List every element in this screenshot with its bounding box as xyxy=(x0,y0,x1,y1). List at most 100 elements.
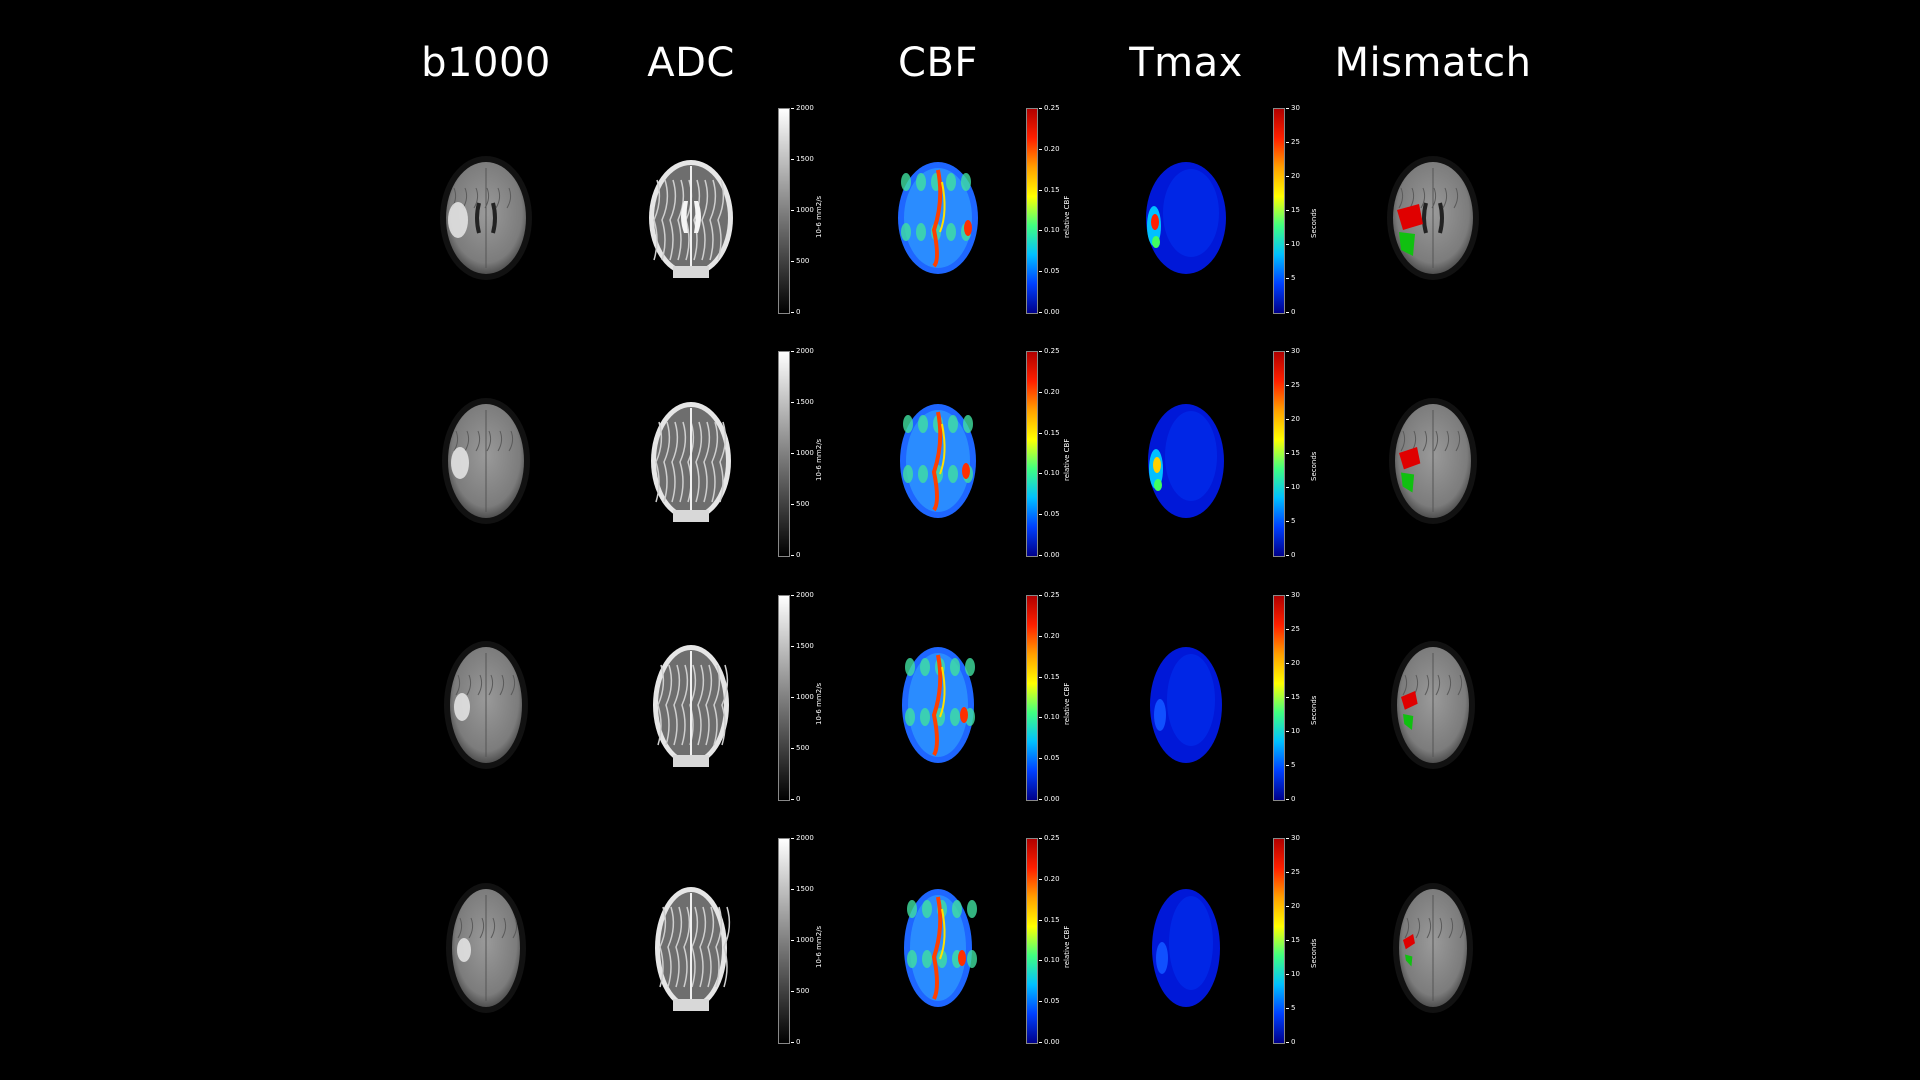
adc-colorbar-4 xyxy=(778,838,790,1044)
cbf-colorbar-tick: 0.20 xyxy=(1039,387,1060,396)
adc-colorbar-1 xyxy=(778,108,790,314)
cbf-colorbar-tick: 0.20 xyxy=(1039,631,1060,640)
cbf-colorbar-label: relative CBF xyxy=(1063,438,1071,481)
tmax-colorbar-tick: 25 xyxy=(1286,138,1300,146)
tmax-colorbar-tick: 25 xyxy=(1286,381,1300,389)
tmax-colorbar-2 xyxy=(1273,351,1285,557)
cbf-colorbar-tick: 0.00 xyxy=(1039,308,1060,316)
cbf-colorbar-tick: 0.10 xyxy=(1039,713,1060,722)
adc-colorbar-tick: 1500 xyxy=(791,642,814,650)
cbf-colorbar-tick: 0.00 xyxy=(1039,1038,1060,1046)
b1000-slice-2 xyxy=(431,376,541,550)
tmax-colorbar-tick: 5 xyxy=(1285,517,1296,525)
cbf-colorbar-tick: 0.05 xyxy=(1039,267,1060,276)
adc-colorbar-tick: 2000 xyxy=(791,104,814,112)
adc-colorbar-tick: 1000 xyxy=(791,206,814,214)
cbf-colorbar-tick: 0.15 xyxy=(1039,428,1060,437)
tmax-colorbar-4 xyxy=(1273,838,1285,1044)
adc-colorbar-tick: 1000 xyxy=(791,449,814,457)
cbf-colorbar-label: relative CBF xyxy=(1063,925,1071,968)
tmax-colorbar-tick: 10 xyxy=(1286,727,1300,735)
tmax-colorbar-tick: 10 xyxy=(1286,240,1300,248)
tmax-colorbar-tick: 25 xyxy=(1286,868,1300,876)
cbf-colorbar-tick: 0.20 xyxy=(1039,874,1060,883)
cbf-colorbar-tick: 0.05 xyxy=(1039,754,1060,763)
adc-colorbar-label: 10-6 mm2/s xyxy=(815,195,823,238)
adc-colorbar-tick: 1000 xyxy=(791,936,814,944)
cbf-colorbar-tick: 0.00 xyxy=(1039,551,1060,559)
column-title-tmax: Tmax xyxy=(1129,40,1243,86)
tmax-colorbar-tick: 0 xyxy=(1285,551,1296,559)
adc-colorbar-tick: 2000 xyxy=(791,347,814,355)
adc-slice-3 xyxy=(636,620,746,794)
tmax-colorbar-label: Seconds xyxy=(1310,451,1318,481)
tmax-colorbar-3 xyxy=(1273,595,1285,801)
mismatch-slice-1 xyxy=(1378,133,1488,307)
cbf-colorbar-tick: 0.20 xyxy=(1039,144,1060,153)
tmax-colorbar-tick: 15 xyxy=(1286,936,1300,944)
cbf-slice-2 xyxy=(883,376,993,550)
mismatch-slice-2 xyxy=(1378,376,1488,550)
tmax-colorbar-tick: 15 xyxy=(1286,449,1300,457)
mismatch-slice-4 xyxy=(1378,863,1488,1037)
cbf-colorbar-tick: 0.25 xyxy=(1039,834,1060,842)
tmax-colorbar-tick: 0 xyxy=(1285,1038,1296,1046)
tmax-colorbar-tick: 30 xyxy=(1286,834,1300,842)
column-title-adc: ADC xyxy=(647,40,735,86)
tmax-colorbar-tick: 25 xyxy=(1286,625,1300,633)
adc-colorbar-tick: 500 xyxy=(790,257,810,265)
tmax-colorbar-tick: 10 xyxy=(1286,970,1300,978)
column-title-b1000: b1000 xyxy=(421,40,551,86)
cbf-colorbar-tick: 0.10 xyxy=(1039,226,1060,235)
tmax-colorbar-tick: 30 xyxy=(1286,591,1300,599)
column-title-mismatch: Mismatch xyxy=(1334,40,1532,86)
tmax-colorbar-label: Seconds xyxy=(1310,695,1318,725)
adc-colorbar-tick: 2000 xyxy=(791,591,814,599)
cbf-colorbar-tick: 0.25 xyxy=(1039,104,1060,112)
cbf-slice-4 xyxy=(883,863,993,1037)
tmax-colorbar-label: Seconds xyxy=(1310,938,1318,968)
adc-colorbar-3 xyxy=(778,595,790,801)
tmax-colorbar-tick: 15 xyxy=(1286,693,1300,701)
cbf-colorbar-tick: 0.10 xyxy=(1039,956,1060,965)
adc-colorbar-tick: 2000 xyxy=(791,834,814,842)
cbf-colorbar-label: relative CBF xyxy=(1063,682,1071,725)
tmax-colorbar-tick: 0 xyxy=(1285,795,1296,803)
tmax-colorbar-tick: 0 xyxy=(1285,308,1296,316)
tmax-colorbar-tick: 5 xyxy=(1285,274,1296,282)
cbf-colorbar-1 xyxy=(1026,108,1038,314)
cbf-slice-3 xyxy=(883,620,993,794)
cbf-colorbar-tick: 0.05 xyxy=(1039,510,1060,519)
cbf-colorbar-4 xyxy=(1026,838,1038,1044)
cbf-colorbar-tick: 0.00 xyxy=(1039,795,1060,803)
column-title-cbf: CBF xyxy=(898,40,978,86)
adc-colorbar-label: 10-6 mm2/s xyxy=(815,682,823,725)
tmax-slice-2 xyxy=(1131,376,1241,550)
tmax-colorbar-tick: 20 xyxy=(1286,415,1300,423)
cbf-colorbar-tick: 0.15 xyxy=(1039,915,1060,924)
b1000-slice-4 xyxy=(431,863,541,1037)
cbf-colorbar-tick: 0.15 xyxy=(1039,672,1060,681)
cbf-colorbar-label: relative CBF xyxy=(1063,195,1071,238)
adc-colorbar-label: 10-6 mm2/s xyxy=(815,925,823,968)
cbf-colorbar-tick: 0.05 xyxy=(1039,997,1060,1006)
adc-colorbar-label: 10-6 mm2/s xyxy=(815,438,823,481)
adc-colorbar-tick: 500 xyxy=(790,987,810,995)
tmax-colorbar-1 xyxy=(1273,108,1285,314)
b1000-slice-1 xyxy=(431,133,541,307)
adc-colorbar-tick: 0 xyxy=(790,308,801,316)
adc-colorbar-tick: 1500 xyxy=(791,155,814,163)
adc-colorbar-tick: 500 xyxy=(790,500,810,508)
cbf-colorbar-tick: 0.25 xyxy=(1039,591,1060,599)
cbf-colorbar-2 xyxy=(1026,351,1038,557)
tmax-slice-3 xyxy=(1131,620,1241,794)
tmax-colorbar-tick: 20 xyxy=(1286,172,1300,180)
tmax-colorbar-label: Seconds xyxy=(1310,208,1318,238)
tmax-colorbar-tick: 30 xyxy=(1286,104,1300,112)
adc-colorbar-tick: 1000 xyxy=(791,693,814,701)
adc-colorbar-tick: 500 xyxy=(790,744,810,752)
tmax-slice-1 xyxy=(1131,133,1241,307)
adc-colorbar-2 xyxy=(778,351,790,557)
cbf-colorbar-tick: 0.10 xyxy=(1039,469,1060,478)
